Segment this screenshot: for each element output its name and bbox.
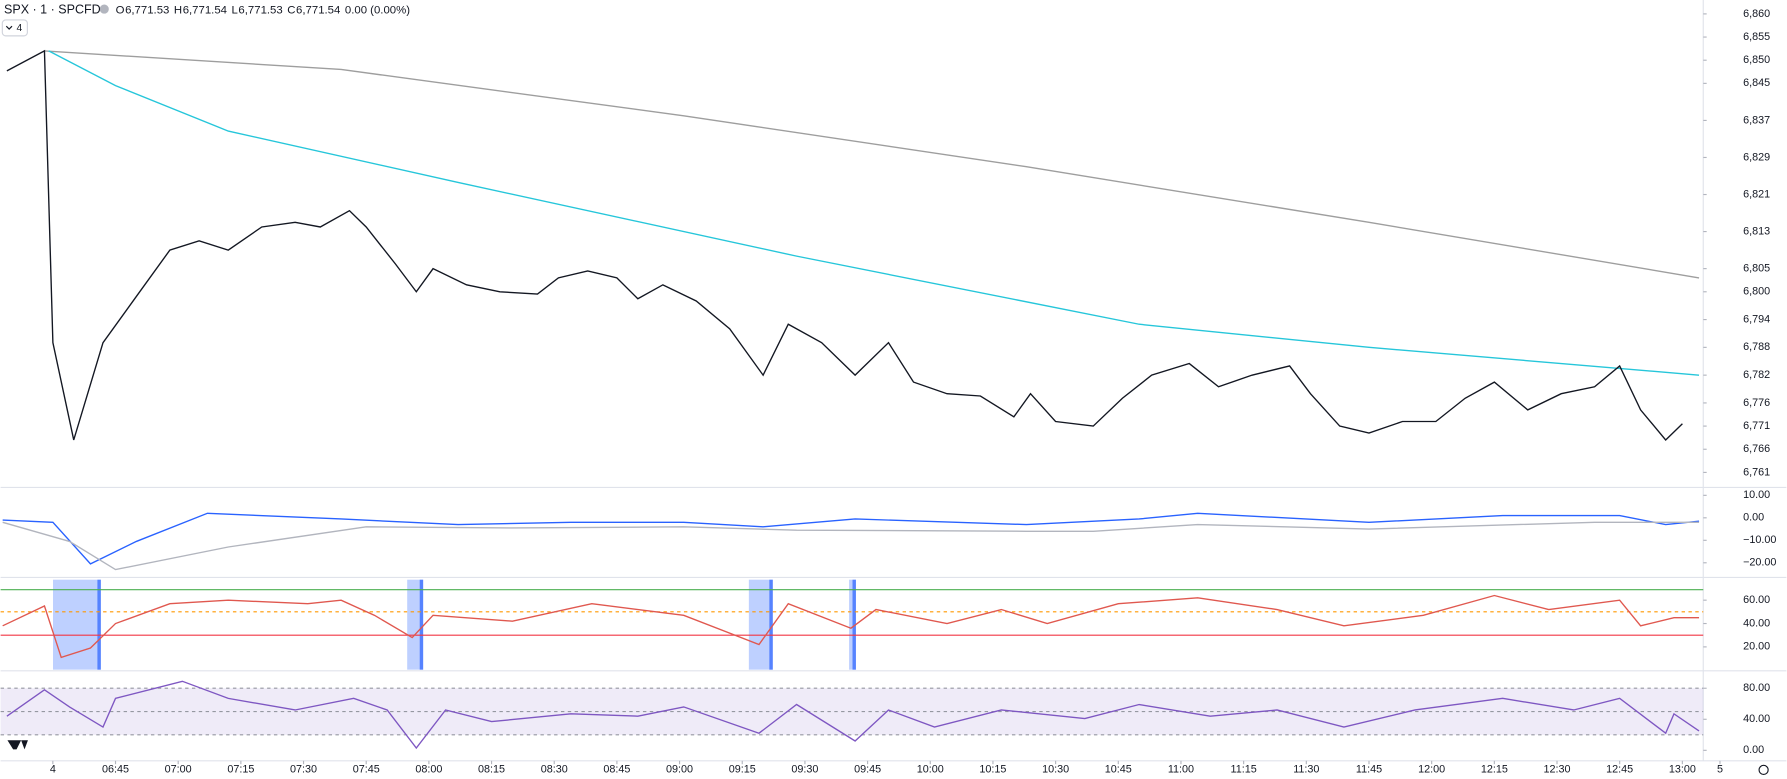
x-tick-label: 08:15 [478, 764, 505, 776]
y-tick-label: 6,829 [1743, 151, 1770, 163]
x-tick-label: 08:45 [603, 764, 630, 776]
x-tick-label: 11:45 [1356, 764, 1382, 776]
y-tick-label: −10.00 [1743, 534, 1776, 546]
series-line [2, 594, 1700, 659]
y-tick-label: 80.00 [1743, 682, 1770, 694]
ohlc-label: C [287, 4, 295, 16]
x-tick-label: 12:45 [1606, 764, 1633, 776]
x-tick-label: 08:00 [415, 764, 442, 776]
ohlc: O 6,771.53 H 6,771.54 L 6,771.53 C 6,771.54 0.00… [116, 4, 411, 16]
ohlc-value: 6,771.53 [125, 4, 169, 16]
signal-zone [97, 579, 101, 670]
y-tick-label: 20.00 [1743, 641, 1770, 653]
x-tick-label: 11:15 [1231, 764, 1257, 776]
signal-zone [407, 579, 424, 670]
ohlc-value: 6,771.54 [183, 4, 227, 16]
x-tick-label: 09:15 [729, 764, 756, 776]
series-line [6, 49, 1683, 441]
x-tick-label: 10:00 [917, 764, 944, 776]
y-tick-label: 6,794 [1743, 313, 1770, 325]
y-tick-label: 6,766 [1743, 443, 1770, 455]
y-tick-label: 6,771 [1743, 420, 1770, 432]
ohlc-value: 6,771.53 [238, 4, 282, 16]
series-line [2, 512, 1700, 565]
y-tick-label: 6,776 [1743, 397, 1770, 409]
x-tick-label: 07:45 [353, 764, 380, 776]
signal-zone [852, 579, 856, 670]
change: 0.00 (0.00%) [345, 4, 410, 16]
y-tick-label: 6,800 [1743, 286, 1770, 298]
x-tick-label: 11:00 [1168, 764, 1194, 776]
y-tick-label: 6,850 [1743, 54, 1770, 66]
indicators-toggle[interactable] [1, 19, 28, 37]
x-tick-label: 4 [50, 764, 56, 776]
y-tick-label: 60.00 [1743, 594, 1770, 606]
ohlc-value: 6,771.54 [296, 4, 340, 16]
signal-zone [419, 579, 424, 670]
y-tick-label: 10.00 [1743, 489, 1770, 501]
x-tick-label: 10:15 [979, 764, 1006, 776]
y-tick-label: 6,821 [1743, 188, 1770, 200]
signal-zone [769, 579, 773, 670]
ohlc-label: O [116, 4, 125, 16]
y-tick-label: 6,855 [1743, 31, 1770, 43]
x-tick-label: 12:15 [1481, 764, 1508, 776]
x-tick-label: 07:30 [290, 764, 317, 776]
x-tick-label: 11:30 [1293, 764, 1319, 776]
plots: 6,860 6,855 6,850 6,845 6,837 6,829 6,821 6,813… [0, 8, 1776, 776]
x-tick-label: 09:30 [791, 764, 818, 776]
y-tick-label: 6,860 [1743, 8, 1770, 20]
rsi-band [0, 688, 1704, 735]
series-line [44, 50, 1700, 279]
y-tick-label: 6,805 [1743, 262, 1770, 274]
x-tick-label: 09:45 [854, 764, 881, 776]
series-line [6, 680, 1700, 750]
symbol: SPX · 1 · SPCFD [4, 3, 101, 17]
x-tick-label: 07:15 [227, 764, 254, 776]
status-dot [99, 4, 109, 14]
x-tick-label: 06:45 [102, 764, 129, 776]
y-tick-label: 6,782 [1743, 369, 1770, 381]
y-tick-label: 40.00 [1743, 713, 1770, 725]
y-tick-label: 6,837 [1743, 114, 1770, 126]
settings-icon[interactable] [1758, 764, 1769, 776]
series-line [2, 521, 1700, 571]
x-tick-label: 08:30 [541, 764, 568, 776]
ohlc-label: L [232, 4, 238, 16]
x-tick-label: 12:30 [1543, 764, 1570, 776]
logo [7, 740, 28, 750]
y-tick-label: 0.00 [1743, 744, 1764, 756]
x-tick-label: 10:30 [1042, 764, 1069, 776]
y-tick-label: 6,761 [1743, 466, 1770, 478]
indicators-count[interactable]: 4 [17, 23, 23, 34]
x-tick-label: 12:00 [1418, 764, 1445, 776]
y-tick-label: −20.00 [1743, 557, 1776, 569]
y-tick-label: 6,813 [1743, 225, 1770, 237]
y-tick-label: 40.00 [1743, 617, 1770, 629]
x-tick-label: 09:00 [666, 764, 693, 776]
series-line [48, 50, 1700, 376]
x-tick-label: 13:00 [1669, 764, 1696, 776]
signal-zone [748, 579, 773, 670]
x-tick-label: 07:00 [165, 764, 192, 776]
y-tick-label: 0.00 [1743, 512, 1764, 524]
x-tick-label: 5 [1717, 764, 1723, 776]
ohlc-label: H [174, 4, 182, 16]
y-tick-label: 6,788 [1743, 341, 1770, 353]
chevron [5, 25, 13, 30]
x-tick-label: 10:45 [1105, 764, 1132, 776]
y-tick-label: 6,845 [1743, 77, 1770, 89]
